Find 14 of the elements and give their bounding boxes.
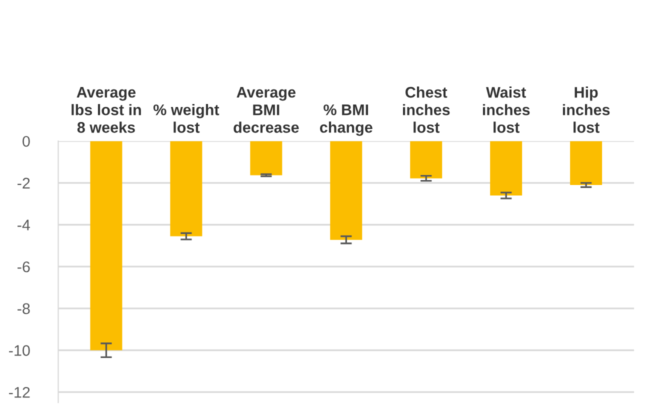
x-tick-label: % BMI change	[320, 104, 372, 136]
x-tick-label: Average BMI decrease	[234, 86, 299, 133]
x-tick-label: % weight lost	[153, 104, 220, 133]
y-tick-label: -12	[9, 386, 30, 398]
x-tick-label: Waist inches lost	[482, 86, 530, 133]
x-tick-label: Hip inches lost	[562, 86, 610, 133]
y-tick-label: -2	[18, 178, 30, 188]
x-tick-label: Average lbs lost in 8 weeks	[72, 86, 141, 133]
y-tick-label: -8	[18, 303, 30, 314]
y-tick-label: 0	[22, 136, 30, 147]
x-tick-label: Chest inches lost	[402, 86, 450, 133]
y-tick-label: -6	[18, 261, 30, 272]
y-tick-label: -4	[18, 220, 30, 230]
y-tick-label: -10	[9, 345, 30, 356]
